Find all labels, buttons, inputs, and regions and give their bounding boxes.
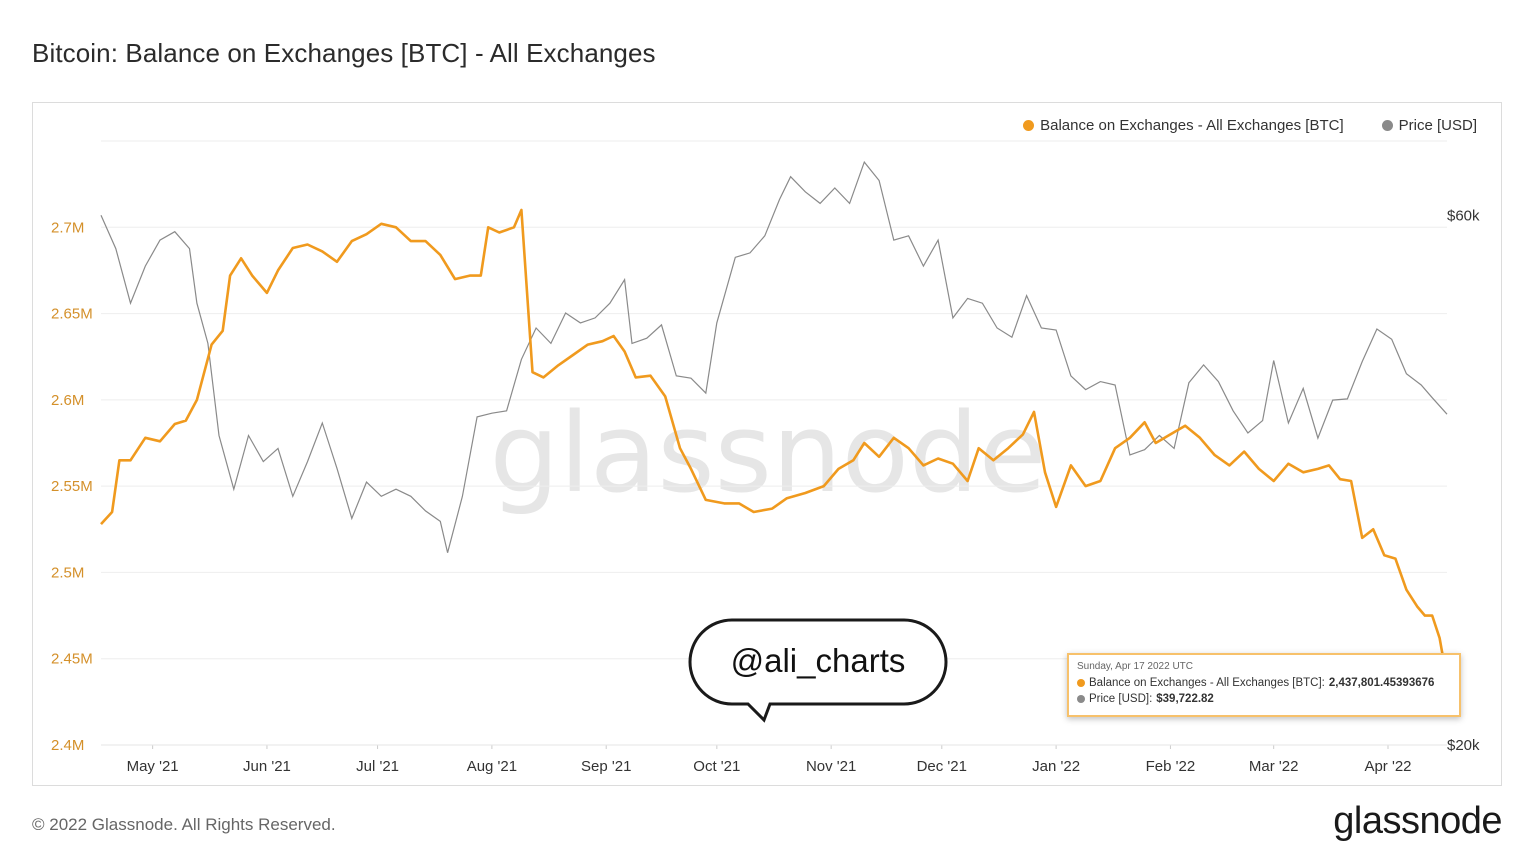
left-tick-label: 2.55M: [51, 478, 93, 495]
legend-item-balance[interactable]: Balance on Exchanges - All Exchanges [BT…: [1023, 117, 1344, 134]
x-axis: May '21 Jun '21 Jul '21 Aug '21 Sep '21 Oct '…: [101, 744, 1447, 775]
chart-tooltip: Sunday, Apr 17 2022 UTC Balance on Excha…: [1067, 653, 1461, 717]
x-tick-label: May '21: [127, 758, 179, 775]
x-tick-label: Mar '22: [1249, 758, 1299, 775]
legend-dot-balance: [1023, 120, 1035, 131]
legend-item-price[interactable]: Price [USD]: [1381, 117, 1477, 134]
left-tick-label: 2.6M: [51, 392, 84, 409]
brand-logo: glassnode: [1333, 800, 1502, 842]
left-tick-label: 2.4M: [51, 737, 84, 754]
left-axis: 2.4M 2.45M 2.5M 2.55M 2.6M 2.65M 2.7M: [51, 219, 93, 754]
tooltip-balance-label: Balance on Exchanges - All Exchanges [BT…: [1089, 677, 1325, 689]
balance-series-line: [100, 208, 1449, 681]
left-tick-label: 2.65M: [51, 306, 93, 323]
chart-title: Bitcoin: Balance on Exchanges [BTC] - Al…: [32, 38, 656, 68]
right-axis: $20k $60k: [1447, 207, 1480, 754]
speech-bubble-shape: [688, 618, 948, 723]
x-tick-label: Jul '21: [356, 758, 399, 775]
tooltip-row-price: Price [USD]: $39,722.82: [1077, 691, 1451, 707]
tooltip-price-value: $39,722.82: [1156, 693, 1214, 705]
x-tick-label: Jan '22: [1032, 758, 1080, 775]
right-tick-label: $60k: [1447, 207, 1480, 224]
grid-lines: [101, 140, 1447, 746]
tooltip-dot-balance: [1077, 679, 1085, 687]
watermark: glassnode: [490, 389, 1047, 517]
legend-label-price: Price [USD]: [1398, 117, 1477, 134]
x-tick-label: Aug '21: [467, 758, 517, 775]
legend-dot-price: [1381, 120, 1393, 131]
copyright-footer: © 2022 Glassnode. All Rights Reserved.: [32, 815, 336, 834]
tooltip-dot-price: [1077, 695, 1085, 703]
x-tick-label: Jun '21: [243, 758, 291, 775]
chart-legend: Balance on Exchanges - All Exchanges [BT…: [1023, 117, 1477, 134]
x-tick-label: Nov '21: [806, 758, 856, 775]
tooltip-date: Sunday, Apr 17 2022 UTC: [1077, 661, 1193, 672]
tooltip-balance-value: 2,437,801.45393676: [1328, 677, 1435, 689]
left-tick-label: 2.5M: [51, 564, 84, 581]
x-tick-label: Apr '22: [1364, 758, 1411, 775]
x-tick-label: Feb '22: [1146, 758, 1196, 775]
annotation-text: @ali_charts: [730, 642, 906, 679]
x-tick-label: Sep '21: [581, 758, 631, 775]
left-tick-label: 2.45M: [51, 651, 93, 668]
left-tick-label: 2.7M: [51, 219, 84, 236]
annotation-speech-bubble: @ali_charts: [688, 618, 948, 723]
right-tick-label: $20k: [1447, 737, 1480, 754]
legend-label-balance: Balance on Exchanges - All Exchanges [BT…: [1040, 117, 1344, 134]
tooltip-price-label: Price [USD]:: [1089, 693, 1153, 705]
x-tick-label: Oct '21: [693, 758, 740, 775]
price-series-line: [100, 160, 1448, 553]
x-tick-label: Dec '21: [917, 758, 967, 775]
tooltip-row-balance: Balance on Exchanges - All Exchanges [BT…: [1077, 675, 1451, 691]
chart-svg: glassnode 2.4M 2.45M 2.5M 2.55M 2.6M 2.65M 2.7…: [51, 140, 1480, 775]
